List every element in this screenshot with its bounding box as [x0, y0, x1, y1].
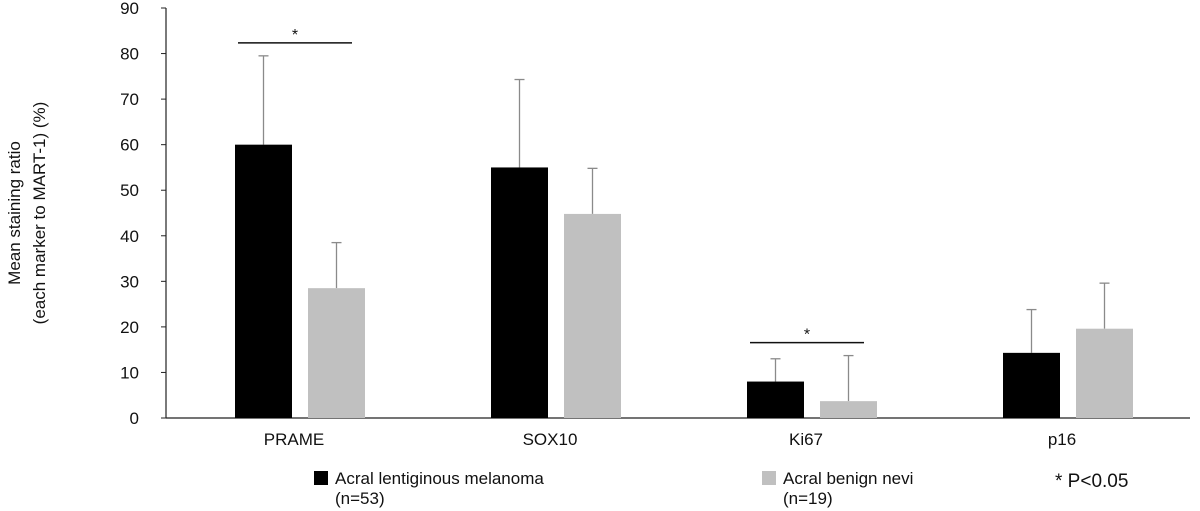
bar: [491, 167, 548, 418]
y-tick-label: 80: [120, 45, 139, 64]
significance-label: *: [804, 327, 810, 344]
y-axis-label: Mean staining ratio: [5, 141, 24, 285]
y-tick-label: 30: [120, 272, 139, 291]
bar: [308, 288, 365, 418]
y-tick-label: 70: [120, 90, 139, 109]
y-axis-label: (each marker to MART-1) (%): [30, 102, 49, 325]
significance-note: * P<0.05: [1055, 471, 1128, 492]
x-tick-label: PRAME: [264, 430, 324, 449]
y-tick-label: 90: [120, 0, 139, 18]
x-tick-label: SOX10: [523, 430, 578, 449]
y-tick-label: 20: [120, 318, 139, 337]
legend-swatch: [314, 471, 328, 485]
bar: [747, 381, 804, 418]
bar: [564, 213, 621, 418]
legend-label: Acral benign nevi: [783, 469, 913, 488]
y-tick-label: 0: [130, 409, 139, 428]
bar: [1003, 352, 1060, 418]
legend-label: Acral lentiginous melanoma: [335, 469, 544, 488]
bar: [1076, 328, 1133, 418]
x-tick-label: p16: [1048, 430, 1076, 449]
x-tick-label: Ki67: [789, 430, 823, 449]
legend-label-sub: (n=19): [783, 489, 833, 508]
y-tick-label: 10: [120, 363, 139, 382]
legend-label-sub: (n=53): [335, 489, 385, 508]
legend-swatch: [762, 471, 776, 485]
y-tick-label: 50: [120, 181, 139, 200]
y-tick-label: 60: [120, 136, 139, 155]
significance-label: *: [292, 27, 298, 44]
y-tick-label: 40: [120, 227, 139, 246]
bar: [820, 401, 877, 418]
bar: [235, 144, 292, 418]
